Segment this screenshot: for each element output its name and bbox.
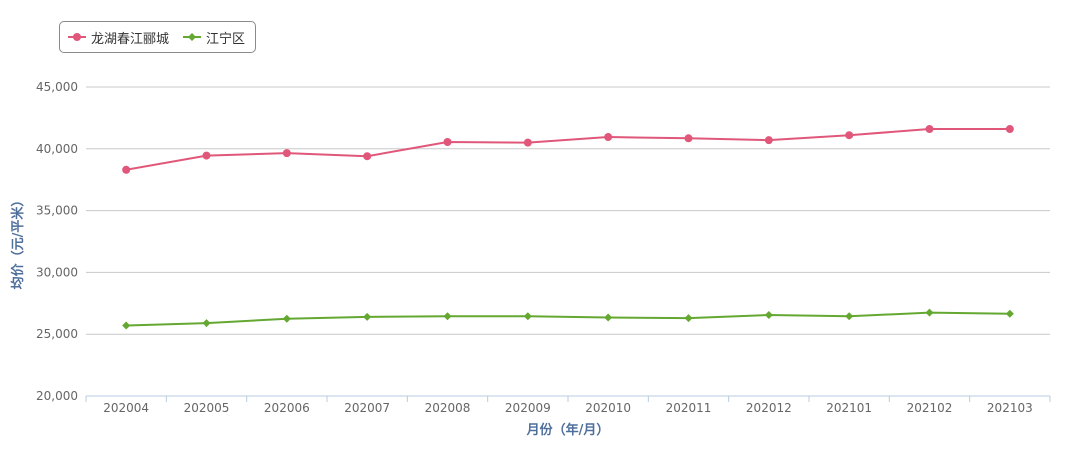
- y-tick-label: 45,000: [36, 80, 78, 94]
- data-point[interactable]: [282, 314, 291, 323]
- x-tick-label: 202009: [505, 401, 551, 415]
- x-axis-title: 月份（年/月）: [526, 422, 610, 438]
- x-tick-label: 202011: [666, 401, 712, 415]
- data-point[interactable]: [122, 165, 131, 174]
- y-tick-label: 35,000: [36, 204, 78, 218]
- x-tick-label: 202007: [344, 401, 390, 415]
- y-axis-title: 均价（元/平米）: [10, 194, 26, 290]
- data-point[interactable]: [122, 321, 131, 330]
- series-2: [122, 308, 1014, 330]
- x-tick-label: 202006: [264, 401, 310, 415]
- x-tick-label: 202008: [425, 401, 471, 415]
- data-point[interactable]: [202, 319, 211, 328]
- legend-label-series-1: 龙湖春江郦城: [91, 31, 170, 47]
- x-tick-label: 202102: [907, 401, 953, 415]
- y-tick-label: 30,000: [36, 265, 78, 279]
- x-tick-label: 202005: [184, 401, 230, 415]
- x-tick-label: 202010: [585, 401, 631, 415]
- y-tick-label: 20,000: [36, 389, 78, 403]
- data-point[interactable]: [1005, 309, 1014, 318]
- data-point[interactable]: [764, 136, 773, 145]
- data-point[interactable]: [1005, 125, 1014, 134]
- data-point[interactable]: [443, 312, 452, 321]
- grid-lines: [86, 86, 1050, 335]
- series-1: [122, 125, 1014, 174]
- diamond-marker-icon: [183, 33, 202, 41]
- data-point[interactable]: [604, 133, 613, 142]
- data-point[interactable]: [925, 308, 934, 317]
- legend-item-series-2[interactable]: 江宁区: [183, 28, 245, 47]
- x-tick-label: 202012: [746, 401, 792, 415]
- data-point[interactable]: [845, 131, 854, 140]
- data-point[interactable]: [684, 314, 693, 323]
- series-line: [125, 128, 1010, 171]
- data-point[interactable]: [523, 312, 532, 321]
- data-point[interactable]: [202, 151, 211, 160]
- data-point[interactable]: [925, 125, 934, 134]
- series-layer: [122, 125, 1014, 330]
- x-tick-label: 202103: [987, 401, 1033, 415]
- x-axis: 202004 202005 202006 202007 202008 202009 2020…: [85, 395, 1051, 415]
- circle-marker-icon: [68, 33, 86, 41]
- y-axis: 20,000 25,000 30,000 35,000 40,000 45,000: [36, 80, 78, 403]
- legend: 龙湖春江郦城 江宁区: [59, 21, 257, 53]
- legend-item-series-1[interactable]: 龙湖春江郦城: [68, 28, 169, 47]
- series-line: [126, 311, 1010, 327]
- x-tick-label: 202101: [826, 401, 872, 415]
- data-point[interactable]: [684, 134, 693, 143]
- data-point[interactable]: [764, 311, 773, 320]
- data-point[interactable]: [604, 313, 613, 322]
- x-tick-label: 202004: [103, 401, 149, 415]
- data-point[interactable]: [845, 312, 854, 321]
- data-point[interactable]: [443, 138, 452, 147]
- data-point[interactable]: [523, 138, 532, 147]
- data-point[interactable]: [363, 312, 372, 321]
- data-point[interactable]: [282, 149, 291, 158]
- y-tick-label: 25,000: [36, 327, 78, 341]
- legend-label-series-2: 江宁区: [206, 31, 246, 47]
- data-point[interactable]: [363, 152, 372, 161]
- y-tick-label: 40,000: [36, 142, 78, 156]
